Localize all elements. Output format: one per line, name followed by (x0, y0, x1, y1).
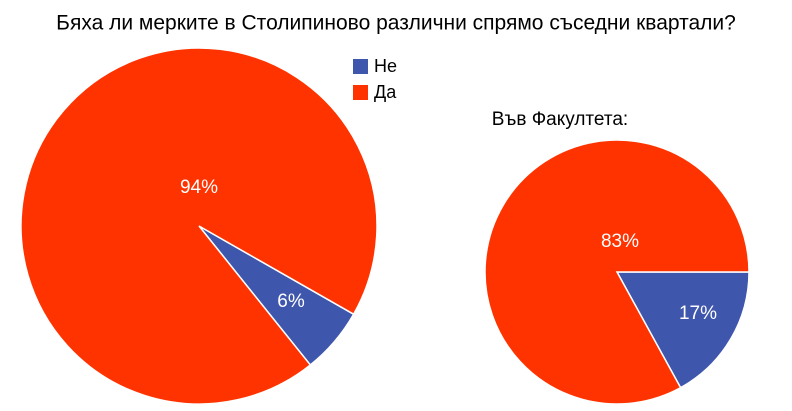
chart-title: Бяха ли мерките в Столипиново различни с… (56, 12, 736, 35)
pie-slice (484, 139, 750, 405)
legend-label: Да (374, 82, 397, 102)
legend-swatch (353, 85, 368, 100)
data-label: 83% (601, 231, 639, 252)
data-label: 6% (277, 291, 305, 312)
legend-label: Не (374, 56, 397, 76)
pie-slice (615, 271, 750, 389)
pie-slice (20, 47, 378, 405)
data-label: 94% (180, 177, 218, 198)
data-label: 17% (679, 303, 717, 324)
legend-swatch (353, 59, 368, 74)
chart-title: Във Факултета: (492, 109, 628, 130)
